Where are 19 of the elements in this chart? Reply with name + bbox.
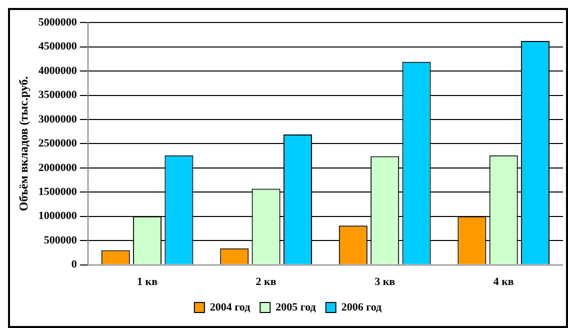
y-axis-title: Объём вкладов (тыс.руб.: [16, 76, 30, 212]
y-tick-label: 1000000: [38, 210, 78, 222]
y-tick-label: 4000000: [38, 64, 78, 77]
y-tick-label: 5000000: [38, 16, 78, 28]
y-tick-label: 2000000: [38, 162, 78, 174]
x-tick-label: 4 кв: [493, 276, 514, 288]
y-tick-label: 3000000: [38, 113, 78, 126]
y-tick-label: 1500000: [38, 186, 78, 198]
legend-label: 2005 год: [276, 301, 316, 314]
legend-label: 2004 год: [210, 301, 251, 314]
x-tick-label: 3 кв: [374, 276, 396, 288]
y-tick-label: 2500000: [38, 138, 78, 150]
legend-label: 2006 год: [341, 301, 382, 314]
y-tick-label: 500000: [44, 234, 78, 246]
y-tick-label: 4500000: [38, 40, 78, 53]
y-tick-label: 0: [71, 258, 78, 271]
y-tick-label: 3500000: [38, 89, 78, 102]
x-tick-label: 1 кв: [137, 276, 158, 288]
x-tick-label: 2 кв: [256, 276, 276, 288]
